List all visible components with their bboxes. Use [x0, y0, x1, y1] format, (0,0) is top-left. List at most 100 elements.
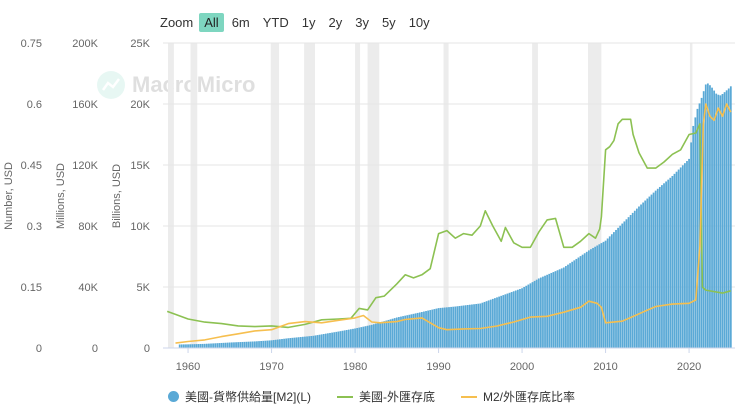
m2-bar [675, 171, 678, 348]
x-tick-label: 2020 [677, 361, 701, 373]
logo-icon [97, 71, 125, 99]
m2-bar [542, 276, 544, 348]
m2-bar [592, 247, 594, 348]
m2-bar [400, 316, 402, 348]
m2-bar [233, 342, 235, 348]
m2-bar [473, 304, 475, 348]
m2-bar [339, 331, 342, 348]
m2-bar [621, 223, 624, 348]
m2-bar [247, 341, 250, 348]
m2-bar [600, 243, 603, 348]
m2-bar [652, 192, 655, 348]
m2-bar [218, 343, 221, 348]
recession-band [270, 43, 280, 348]
m2-bar [709, 85, 711, 348]
m2-bar [608, 236, 611, 348]
m2-bar [362, 326, 365, 348]
m2-bar [560, 268, 563, 348]
m2-bar [654, 190, 657, 348]
m2-bar [429, 310, 432, 348]
m2-bar [462, 305, 465, 348]
m2-bar [446, 307, 448, 348]
m2-bar [385, 320, 388, 348]
m2-bar [565, 266, 567, 348]
m2-bar [464, 305, 467, 348]
m2-bar [299, 337, 302, 348]
m2-bar [345, 330, 348, 348]
recession-band [532, 43, 538, 348]
m2-bar [203, 343, 206, 348]
y-axis-title: Billions, USD [111, 164, 123, 228]
m2-bar [475, 303, 478, 348]
m2-bar [398, 317, 400, 348]
m2-bar [220, 342, 223, 348]
m2-bar [327, 333, 329, 348]
m2-bar [258, 341, 260, 348]
m2-bar [276, 339, 279, 348]
m2-bar [656, 188, 659, 348]
legend-item[interactable]: 美國-外匯存底 [337, 388, 435, 405]
zoom-button-1y[interactable]: 1y [301, 14, 316, 30]
legend-item[interactable]: 美國-貨幣供給量[M2](L) [168, 388, 311, 405]
m2-bar [487, 300, 490, 348]
m2-bar [502, 295, 505, 348]
m2-bar [314, 335, 317, 348]
m2-bar [554, 271, 557, 348]
zoom-button-2y[interactable]: 2y [328, 14, 343, 30]
m2-bar [418, 312, 421, 348]
m2-bar [623, 221, 626, 348]
m2-bar [354, 328, 356, 348]
m2-bar [481, 302, 484, 348]
m2-bar [688, 158, 690, 348]
m2-bar [610, 234, 613, 348]
m2-bar [245, 341, 248, 348]
m2-bar [556, 270, 559, 348]
zoom-button-10y[interactable]: 10y [408, 14, 430, 30]
m2-bar [352, 328, 354, 348]
m2-bar [185, 344, 187, 348]
zoom-button-ytd[interactable]: YTD [262, 14, 289, 30]
m2-bar [343, 330, 346, 348]
m2-bar [546, 274, 549, 348]
m2-bar [684, 163, 686, 348]
m2-bar [395, 317, 398, 348]
m2-bar [696, 108, 699, 348]
y-tick-label: 5K [137, 282, 151, 294]
y-tick-label: 0.45 [21, 160, 42, 172]
m2-bar [249, 341, 252, 348]
x-tick-label: 1980 [343, 361, 367, 373]
m2-bar [291, 337, 294, 348]
m2-bar [414, 313, 417, 348]
m2-bar [552, 272, 555, 348]
m2-bar [679, 167, 682, 348]
m2-bar [669, 177, 672, 348]
m2-bar [650, 194, 653, 348]
m2-bar [539, 277, 542, 348]
x-tick-label: 1990 [426, 361, 450, 373]
m2-bar [180, 344, 183, 348]
m2-bar [379, 322, 381, 348]
zoom-button-all[interactable]: All [199, 12, 224, 32]
m2-bar [673, 173, 676, 348]
m2-bar [279, 339, 281, 348]
m2-bar [266, 340, 269, 348]
zoom-button-3y[interactable]: 3y [355, 14, 369, 30]
m2-bar [690, 142, 693, 348]
m2-bar [191, 344, 194, 348]
m2-bar [717, 94, 720, 348]
zoom-button-6m[interactable]: 6m [231, 14, 250, 30]
m2-bar [587, 250, 590, 348]
m2-bar [262, 340, 265, 348]
m2-bar [454, 306, 457, 348]
m2-bar [544, 275, 546, 348]
zoom-button-5y[interactable]: 5y [381, 14, 396, 30]
x-tick-label: 2010 [593, 361, 617, 373]
chart-svg[interactable]: 0 0.15 0.3 0.45 0.6 0.75 Number, USD 0 40K 80K 120… [0, 0, 740, 380]
m2-bar [510, 292, 513, 348]
m2-bar [590, 249, 592, 348]
m2-bar [512, 291, 515, 348]
legend-item[interactable]: M2/外匯存底比率 [461, 388, 575, 405]
m2-bar [517, 289, 519, 348]
m2-bar [358, 327, 361, 348]
m2-bar [391, 318, 394, 348]
